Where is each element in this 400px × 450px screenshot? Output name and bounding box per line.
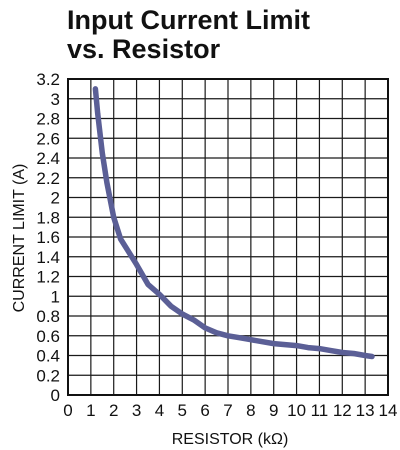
x-tick-label: 14 xyxy=(379,401,398,420)
x-tick-label: 0 xyxy=(63,401,72,420)
y-tick-label: 0.6 xyxy=(36,327,60,346)
x-tick-label: 7 xyxy=(223,401,232,420)
chart-title: Input Current Limit xyxy=(67,5,310,35)
y-tick-label: 1 xyxy=(51,287,60,306)
x-tick-label: 3 xyxy=(132,401,141,420)
y-tick-label: 2.8 xyxy=(36,110,60,129)
chart-subtitle: vs. Resistor xyxy=(67,34,221,64)
y-tick-label: 1.6 xyxy=(36,228,60,247)
plot-frame xyxy=(67,78,389,396)
series-layer xyxy=(92,86,375,360)
x-tick-label: 10 xyxy=(287,401,306,420)
x-axis-label: RESISTOR (kΩ) xyxy=(172,431,289,448)
x-tick-label: 4 xyxy=(155,401,164,420)
x-tick-label: 13 xyxy=(356,401,375,420)
y-tick-label: 0.2 xyxy=(36,366,60,385)
y-tick-label: 2.4 xyxy=(36,149,60,168)
x-tick-label: 9 xyxy=(269,401,278,420)
x-tick-label: 1 xyxy=(86,401,95,420)
x-tick-label: 11 xyxy=(311,401,329,420)
x-tick-label: 6 xyxy=(200,401,209,420)
x-tick-label: 8 xyxy=(246,401,255,420)
y-axis-ticks: 00.20.40.60.811.21.41.61.822.22.42.62.83… xyxy=(36,70,60,405)
y-tick-label: 3.2 xyxy=(36,70,60,89)
y-tick-label: 0.4 xyxy=(36,347,60,366)
plot-border xyxy=(67,78,389,396)
y-tick-label: 1.4 xyxy=(36,248,60,267)
y-tick-label: 3 xyxy=(51,90,60,109)
y-tick-label: 1.8 xyxy=(36,208,60,227)
y-tick-label: 2.6 xyxy=(36,129,60,148)
y-tick-label: 1.2 xyxy=(36,268,60,287)
series-line xyxy=(92,86,375,360)
x-tick-label: 2 xyxy=(109,401,118,420)
y-tick-label: 0 xyxy=(51,386,60,405)
x-tick-label: 5 xyxy=(178,401,187,420)
y-tick-label: 2.2 xyxy=(36,169,60,188)
x-tick-label: 12 xyxy=(333,401,352,420)
y-tick-label: 0.8 xyxy=(36,307,60,326)
y-axis-label: CURRENT LIMIT (A) xyxy=(11,164,28,313)
grid xyxy=(68,79,388,395)
x-axis-ticks: 0 1 2 3 4 5 6 7 8 9 10 11 12 13 14 xyxy=(63,401,397,420)
y-tick-label: 2 xyxy=(51,189,60,208)
